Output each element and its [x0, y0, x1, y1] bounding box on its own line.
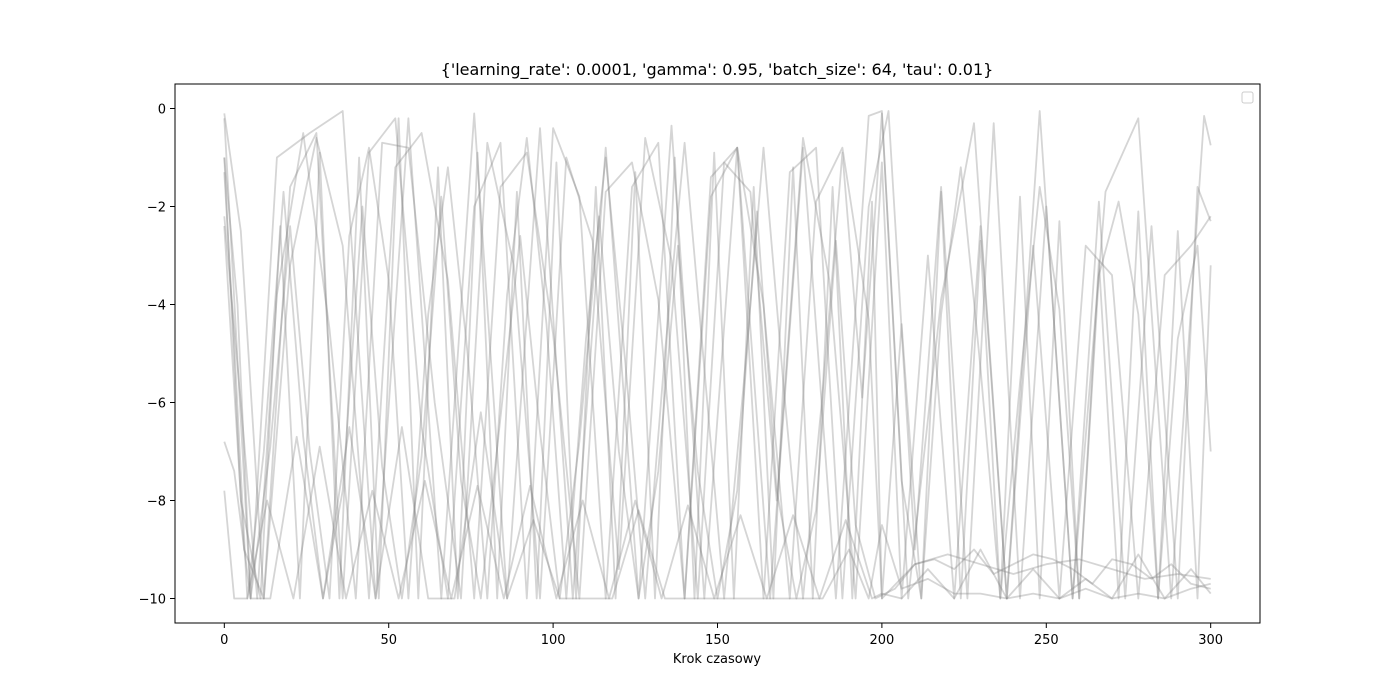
- series-line-2: [223, 112, 1212, 600]
- series-lines: [223, 110, 1212, 600]
- x-axis-label: Krok czasowy: [673, 652, 761, 667]
- x-tick-label: 300: [1198, 633, 1223, 648]
- series-line-8: [223, 110, 1212, 600]
- series-line-4: [223, 132, 1212, 600]
- y-tick-label: −10: [139, 593, 166, 608]
- x-tick-label: 250: [1034, 633, 1059, 648]
- x-tick-label: 150: [705, 633, 730, 648]
- x-tick-label: 50: [380, 633, 397, 648]
- y-tick-label: −6: [147, 397, 166, 412]
- series-line-9: [223, 117, 1212, 600]
- empty-legend-box: [1241, 91, 1254, 104]
- y-axis-ticks: 0 −2 −4 −6 −8 −10: [139, 103, 175, 608]
- y-tick-label: −8: [147, 495, 166, 510]
- x-tick-label: 200: [869, 633, 894, 648]
- series-line-1: [223, 113, 1211, 600]
- x-axis-ticks: 0 50 100 150 200 250 300: [220, 623, 1223, 648]
- series-line-7: [223, 445, 1212, 600]
- y-tick-label: 0: [158, 103, 166, 118]
- series-line-5: [223, 110, 1212, 600]
- x-tick-label: 100: [541, 633, 566, 648]
- series-line-6: [223, 411, 1211, 600]
- y-tick-label: −4: [147, 299, 166, 314]
- x-tick-label: 0: [220, 633, 228, 648]
- chart-title: {'learning_rate': 0.0001, 'gamma': 0.95,…: [441, 60, 994, 80]
- series-line-3: [223, 172, 1211, 600]
- y-tick-label: −2: [147, 201, 166, 216]
